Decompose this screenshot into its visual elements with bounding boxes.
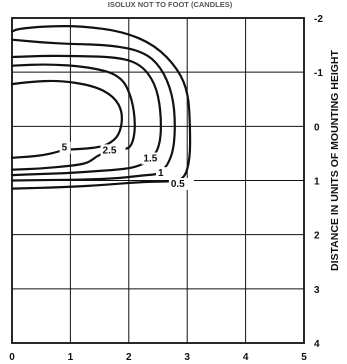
x-tick-label: 4 [243,352,249,363]
contour-label-5: 5 [62,143,68,154]
contour-line-1-5 [10,54,162,177]
y-tick-label: -1 [314,68,323,79]
y-axis-ticks: -2 -1 0 1 2 3 4 [314,14,323,350]
y-tick-label: 2 [314,231,320,242]
contour-label-bg [168,178,194,190]
contour-label-0-5: 0.5 [171,179,185,190]
header-caption: ISOLUX NOT TO FOOT (CANDLES) [108,0,233,9]
contour-label-2-5: 2.5 [103,145,117,156]
contour-label-bg [59,141,71,154]
contour-labels: 5 2.5 1.51 0.5 [59,141,194,190]
y-tick-label: -2 [314,14,323,25]
contour-line-1 [10,38,176,182]
x-tick-label: 5 [301,352,307,363]
y-tick-label: 3 [314,285,320,296]
contour-label-1-5: 1.5 [143,154,157,165]
y-tick-label: 1 [314,177,320,188]
x-axis-ticks: 0 1 2 3 4 5 [9,352,307,363]
x-tick-label: 1 [68,352,74,363]
contour-label-bg [156,167,167,180]
y-tick-label: 4 [314,339,320,350]
contour-label-bg [100,144,126,157]
x-tick-label: 0 [9,352,15,363]
x-tick-label: 2 [126,352,132,363]
x-tick-label: 3 [184,352,190,363]
y-axis-label: DISTANCE IN UNITS OF MOUNTING HEIGHT [329,49,341,270]
y-tick-label: 0 [314,122,320,133]
contour-label-1: 1 [158,168,164,179]
contour-label-bg [141,152,167,165]
contour-line-0-5 [10,25,192,190]
